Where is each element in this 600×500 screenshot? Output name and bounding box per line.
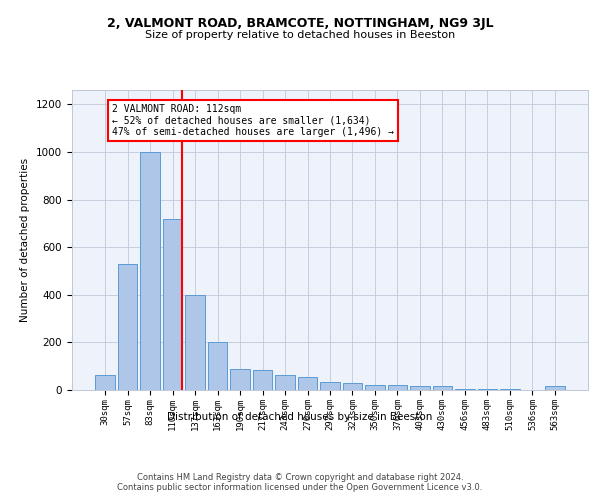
Y-axis label: Number of detached properties: Number of detached properties xyxy=(20,158,31,322)
Bar xyxy=(253,370,272,390)
Bar xyxy=(410,386,430,390)
Text: 2, VALMONT ROAD, BRAMCOTE, NOTTINGHAM, NG9 3JL: 2, VALMONT ROAD, BRAMCOTE, NOTTINGHAM, N… xyxy=(107,18,493,30)
Bar xyxy=(185,295,205,390)
Bar xyxy=(208,342,227,390)
Bar xyxy=(478,389,497,390)
Text: Size of property relative to detached houses in Beeston: Size of property relative to detached ho… xyxy=(145,30,455,40)
Bar xyxy=(455,389,475,390)
Bar xyxy=(163,218,182,390)
Bar xyxy=(500,389,520,390)
Bar xyxy=(433,386,452,390)
Text: Distribution of detached houses by size in Beeston: Distribution of detached houses by size … xyxy=(167,412,433,422)
Text: Contains HM Land Registry data © Crown copyright and database right 2024.
Contai: Contains HM Land Registry data © Crown c… xyxy=(118,472,482,492)
Bar xyxy=(230,368,250,390)
Bar xyxy=(275,374,295,390)
Bar xyxy=(320,382,340,390)
Bar xyxy=(365,385,385,390)
Bar xyxy=(95,374,115,390)
Text: 2 VALMONT ROAD: 112sqm
← 52% of detached houses are smaller (1,634)
47% of semi-: 2 VALMONT ROAD: 112sqm ← 52% of detached… xyxy=(112,104,394,138)
Bar xyxy=(545,386,565,390)
Bar xyxy=(118,264,137,390)
Bar xyxy=(298,377,317,390)
Bar xyxy=(140,152,160,390)
Bar xyxy=(388,385,407,390)
Bar xyxy=(343,383,362,390)
